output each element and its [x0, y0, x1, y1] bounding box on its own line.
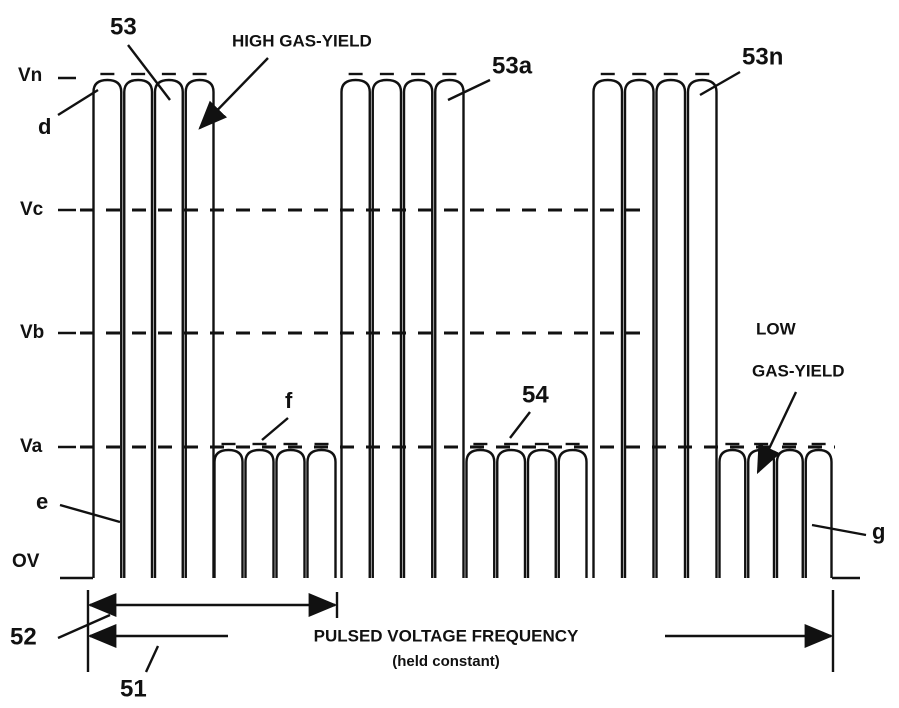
pulse — [623, 78, 655, 578]
level-label: Va — [20, 436, 43, 457]
level-label: Vn — [18, 65, 42, 86]
dimension-lines — [86, 590, 835, 672]
leader — [127, 44, 171, 101]
pulse — [340, 78, 371, 578]
level-label: Vc — [20, 199, 44, 220]
pulse — [804, 448, 833, 578]
leader — [198, 57, 269, 130]
high-label: HIGH GAS-YIELD — [232, 31, 372, 50]
leader — [699, 70, 741, 97]
pulse — [153, 78, 184, 578]
level-ticks — [58, 76, 76, 449]
pulse — [306, 448, 337, 578]
leader — [756, 391, 798, 475]
pulse — [496, 448, 527, 578]
pulse — [371, 78, 403, 578]
pulse — [244, 448, 275, 578]
pulse — [526, 448, 557, 578]
leader — [509, 411, 531, 439]
low-label: GAS-YIELD — [752, 361, 845, 380]
leader — [261, 417, 289, 441]
level-label: OV — [12, 551, 40, 572]
leader — [144, 645, 160, 673]
frequency-label: PULSED VOLTAGE FREQUENCY — [314, 626, 579, 645]
callout: d — [38, 114, 51, 139]
low-label: LOW — [756, 319, 797, 338]
callout: g — [872, 519, 885, 544]
pulse — [718, 448, 747, 578]
leader — [811, 523, 867, 537]
callout: 54 — [522, 381, 549, 408]
level-label: Vb — [20, 322, 44, 343]
pulse — [592, 78, 624, 578]
callout: 53a — [492, 52, 533, 79]
pulse — [747, 448, 776, 578]
leader — [447, 78, 491, 102]
pulse — [655, 78, 687, 578]
leader — [59, 503, 121, 524]
callout: 53n — [742, 43, 783, 70]
callout: e — [36, 489, 48, 514]
pulse-train — [60, 72, 860, 580]
callout: f — [285, 388, 293, 413]
pulse — [123, 78, 154, 578]
pulse — [213, 448, 244, 578]
pulse — [557, 448, 588, 578]
leader — [57, 613, 111, 640]
callout: 51 — [120, 675, 147, 702]
callout: 52 — [10, 623, 37, 650]
pulse — [402, 78, 434, 578]
pulse — [465, 448, 496, 578]
pulse — [775, 448, 804, 578]
pulse — [184, 78, 215, 578]
pulse — [686, 78, 718, 578]
pulse — [275, 448, 306, 578]
leader — [57, 88, 99, 117]
pulse — [434, 78, 465, 578]
pulse — [92, 78, 123, 578]
callout: 53 — [110, 13, 137, 40]
frequency-note: (held constant) — [392, 653, 500, 670]
